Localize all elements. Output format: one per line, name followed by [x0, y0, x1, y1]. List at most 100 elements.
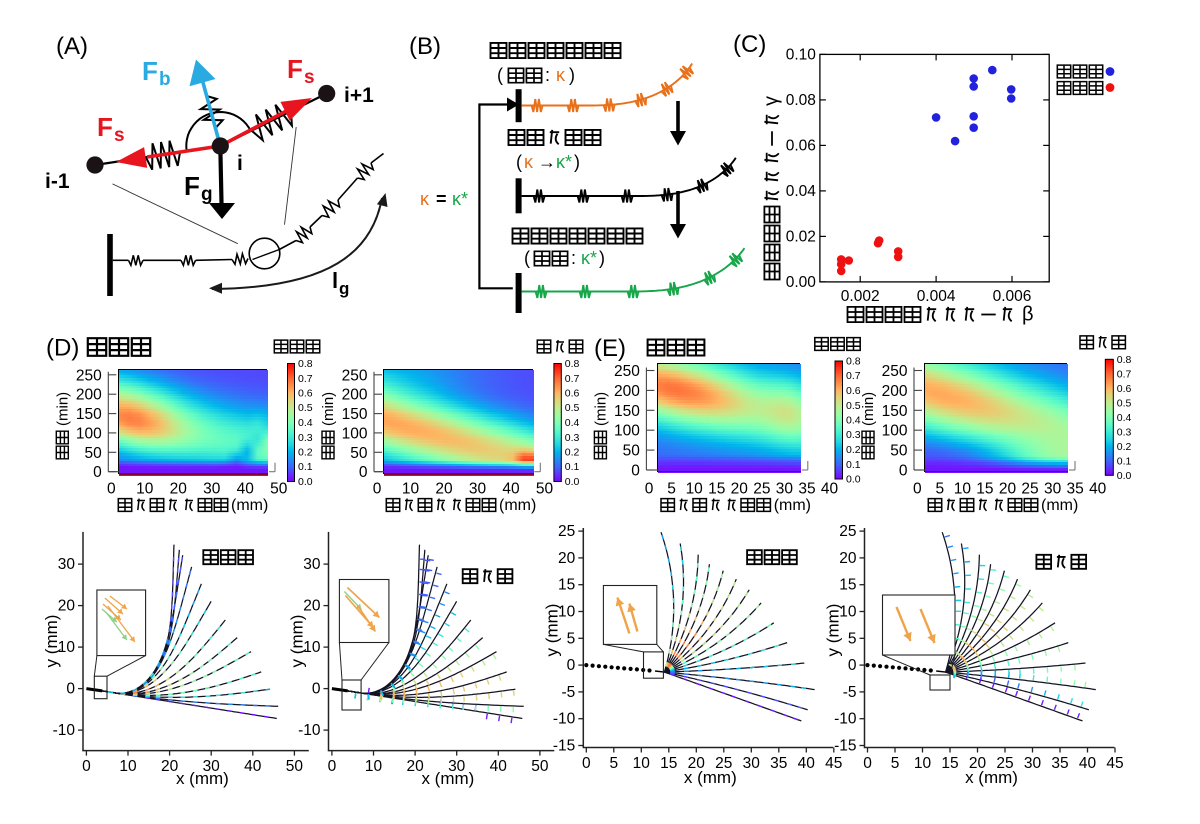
svg-text:0.4: 0.4 — [565, 417, 580, 429]
svg-text:(mm): (mm) — [499, 497, 536, 514]
svg-text:0.7: 0.7 — [846, 370, 861, 382]
svg-text:(min): (min) — [860, 392, 877, 426]
svg-text:(A): (A) — [56, 33, 88, 60]
svg-text:35: 35 — [1066, 481, 1083, 498]
svg-text:200: 200 — [882, 383, 908, 400]
svg-text:50: 50 — [623, 443, 641, 460]
svg-text:20: 20 — [170, 481, 188, 498]
svg-text:g: g — [201, 184, 213, 205]
svg-text:F: F — [287, 54, 303, 84]
svg-text:0.006: 0.006 — [993, 288, 1032, 305]
svg-text:40: 40 — [502, 481, 520, 498]
svg-text:-10: -10 — [53, 722, 76, 739]
svg-text:20: 20 — [839, 550, 857, 567]
svg-text:): ) — [569, 65, 575, 85]
svg-text:0.8: 0.8 — [298, 358, 313, 370]
svg-text:0: 0 — [82, 758, 91, 775]
svg-text:25: 25 — [996, 755, 1013, 772]
svg-text:0: 0 — [359, 464, 368, 481]
svg-text:0: 0 — [631, 463, 640, 480]
svg-text:0.0: 0.0 — [565, 476, 580, 488]
svg-text:0.5: 0.5 — [565, 402, 580, 414]
svg-text:50: 50 — [536, 481, 554, 498]
svg-text:0.7: 0.7 — [565, 373, 580, 385]
svg-text:0.1: 0.1 — [298, 461, 313, 473]
svg-text:β: β — [1022, 304, 1034, 326]
svg-text:10: 10 — [914, 755, 932, 772]
svg-text:(D): (D) — [46, 335, 79, 362]
svg-text:0.8: 0.8 — [1117, 354, 1132, 366]
svg-text:30: 30 — [448, 758, 466, 775]
svg-text:x (mm): x (mm) — [965, 768, 1018, 787]
svg-text:l: l — [332, 268, 338, 293]
svg-text:0.7: 0.7 — [1117, 368, 1132, 380]
svg-text:-10: -10 — [834, 711, 857, 728]
svg-text:50: 50 — [270, 481, 288, 498]
svg-text:0.8: 0.8 — [565, 358, 580, 370]
svg-text:0.5: 0.5 — [1117, 397, 1132, 409]
svg-text:κ: κ — [556, 65, 566, 85]
svg-text:0.2: 0.2 — [1117, 441, 1132, 453]
svg-text:0.1: 0.1 — [1117, 455, 1132, 467]
svg-text:0.5: 0.5 — [846, 400, 861, 412]
svg-text:0: 0 — [913, 481, 922, 498]
svg-text:10: 10 — [136, 481, 154, 498]
svg-text:): ) — [574, 152, 580, 172]
svg-text:25: 25 — [1021, 481, 1038, 498]
svg-text:0.004: 0.004 — [917, 288, 956, 305]
svg-text:κ*: κ* — [556, 152, 572, 172]
svg-text:0.6: 0.6 — [846, 385, 861, 397]
svg-text:0.06: 0.06 — [786, 137, 816, 154]
svg-text:0: 0 — [567, 657, 576, 674]
svg-text:30: 30 — [203, 481, 221, 498]
svg-text:10: 10 — [954, 481, 972, 498]
svg-text:s: s — [114, 125, 125, 146]
svg-text:5: 5 — [848, 630, 857, 647]
svg-text:15: 15 — [558, 577, 575, 594]
svg-text:25: 25 — [558, 523, 575, 540]
svg-text:κ*: κ* — [581, 248, 597, 268]
svg-text:): ) — [599, 248, 605, 268]
svg-text:0.0: 0.0 — [1117, 470, 1132, 482]
svg-text:x (mm): x (mm) — [176, 769, 229, 788]
svg-text:0.3: 0.3 — [1117, 426, 1132, 438]
svg-text:0.8: 0.8 — [846, 356, 861, 368]
svg-text:40: 40 — [490, 758, 508, 775]
svg-text:0: 0 — [863, 755, 872, 772]
svg-text:15: 15 — [976, 481, 993, 498]
svg-text:0: 0 — [93, 464, 102, 481]
svg-text:-10: -10 — [553, 711, 576, 728]
svg-text:(: ( — [497, 65, 503, 85]
svg-text:10: 10 — [119, 758, 137, 775]
svg-text:=: = — [436, 189, 447, 209]
svg-text:0.2: 0.2 — [565, 447, 580, 459]
svg-text:0: 0 — [582, 755, 591, 772]
svg-text:5: 5 — [609, 755, 618, 772]
svg-text:50: 50 — [890, 443, 908, 460]
svg-text:30: 30 — [58, 556, 76, 573]
svg-text:5: 5 — [667, 481, 676, 498]
svg-text:30: 30 — [1044, 481, 1062, 498]
svg-text:0.1: 0.1 — [846, 459, 861, 471]
svg-text:100: 100 — [614, 423, 640, 440]
svg-text:40: 40 — [244, 758, 262, 775]
svg-text:30: 30 — [743, 755, 761, 772]
svg-text:κ*: κ* — [452, 189, 468, 209]
svg-text:0.7: 0.7 — [298, 373, 313, 385]
svg-text:0: 0 — [645, 481, 654, 498]
svg-text:0: 0 — [66, 681, 75, 698]
svg-text:150: 150 — [614, 403, 640, 420]
svg-text:0: 0 — [373, 481, 382, 498]
svg-text:25: 25 — [753, 481, 770, 498]
svg-text:20: 20 — [303, 598, 321, 615]
svg-text:15: 15 — [941, 755, 958, 772]
svg-text:-5: -5 — [562, 684, 576, 701]
svg-text:-10: -10 — [298, 722, 321, 739]
svg-text:0.002: 0.002 — [841, 288, 880, 305]
svg-text:30: 30 — [469, 481, 487, 498]
svg-text:0.3: 0.3 — [565, 432, 580, 444]
svg-text:50: 50 — [350, 445, 368, 462]
svg-text:i-1: i-1 — [45, 170, 70, 193]
svg-text:(E): (E) — [594, 335, 626, 362]
svg-text:20: 20 — [58, 598, 76, 615]
